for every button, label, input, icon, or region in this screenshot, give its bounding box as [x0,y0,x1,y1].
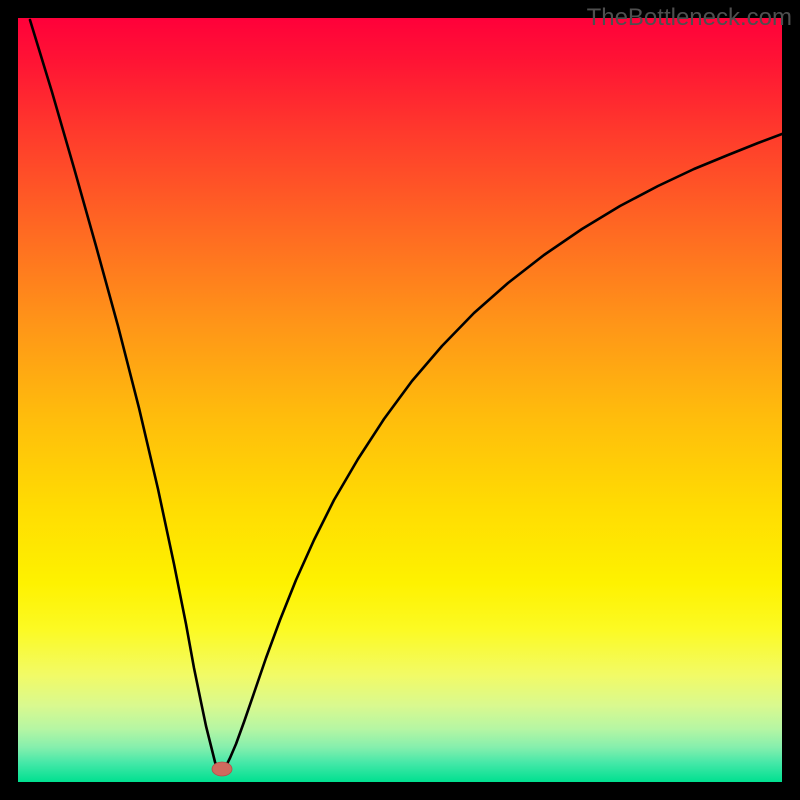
chart-background-gradient [18,18,782,782]
bottleneck-chart: TheBottleneck.com [0,0,800,800]
optimal-point-marker [212,762,232,776]
chart-canvas [0,0,800,800]
watermark-text: TheBottleneck.com [587,4,792,32]
